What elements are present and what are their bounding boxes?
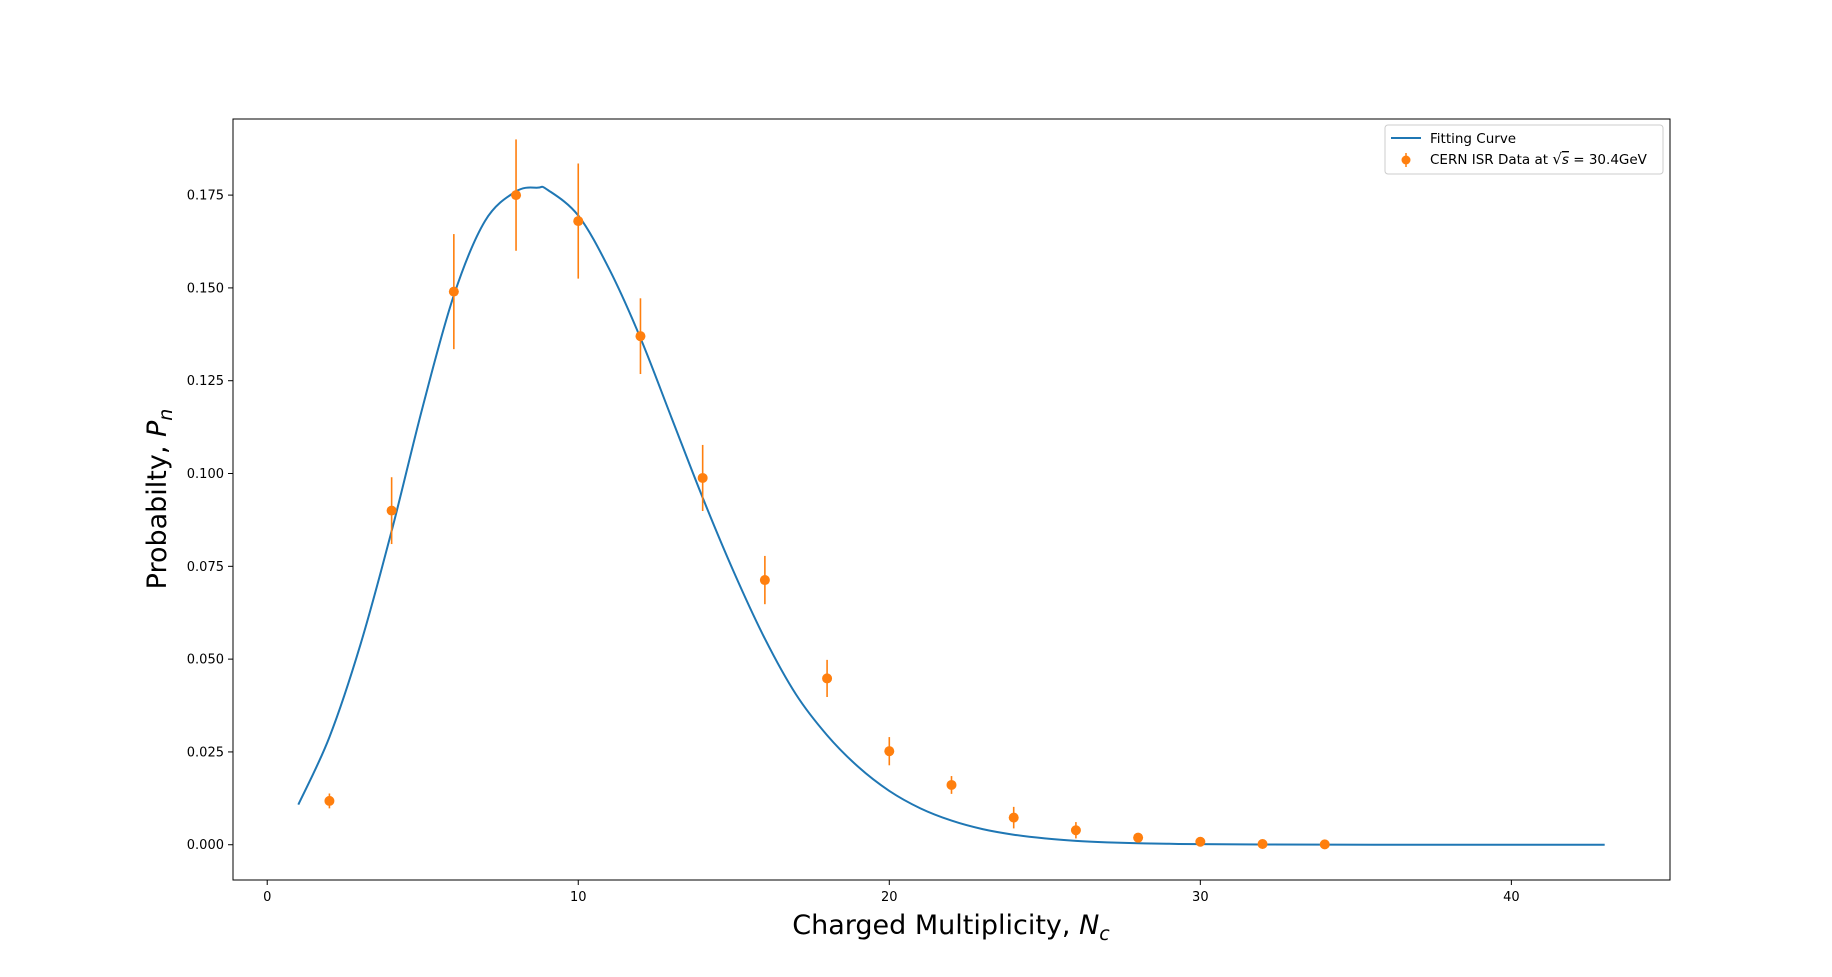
data-point	[1133, 832, 1144, 843]
data-point	[1319, 839, 1330, 850]
data-point	[1008, 812, 1019, 823]
data-point	[635, 331, 646, 342]
x-tick-label: 30	[1192, 890, 1209, 905]
y-tick-label: 0.025	[187, 745, 224, 760]
data-point	[822, 673, 833, 684]
legend-label-fitting-curve: Fitting Curve	[1430, 131, 1516, 147]
legend-box	[1384, 124, 1664, 175]
x-axis: 0 10 20 30 40	[263, 880, 1520, 905]
data-point	[1195, 836, 1206, 847]
data-point	[448, 286, 459, 297]
y-tick-label: 0.125	[187, 374, 224, 389]
legend-label-data: CERN ISR Data at √s = 30.4GeV	[1430, 150, 1648, 168]
x-tick-label: 20	[881, 890, 898, 905]
axes-frame	[232, 118, 1671, 881]
data-point	[759, 575, 770, 586]
plot-area	[297, 139, 1605, 850]
y-tick-label: 0.075	[187, 560, 224, 575]
legend-marker-swatch	[1401, 155, 1411, 165]
x-tick-label: 40	[1503, 890, 1520, 905]
y-tick-label: 0.150	[187, 281, 224, 296]
x-tick-label: 10	[570, 890, 587, 905]
data-point	[386, 505, 397, 516]
y-axis-label: Probabilty, Pn	[142, 409, 177, 590]
y-tick-label: 0.100	[187, 467, 224, 482]
data-point	[324, 795, 335, 806]
data-point	[946, 779, 957, 790]
data-point	[573, 216, 584, 227]
y-axis: 0.000 0.025 0.050 0.075 0.100 0.125 0.150 0.175	[187, 189, 233, 853]
legend: Fitting Curve CERN ISR Data at √s = 30.4…	[1384, 124, 1664, 175]
x-axis-label: Charged Multiplicity, Nc	[792, 910, 1110, 945]
y-tick-label: 0.175	[187, 189, 224, 204]
data-point	[511, 190, 522, 201]
y-tick-label: 0.050	[187, 653, 224, 668]
x-tick-label: 0	[263, 890, 271, 905]
y-tick-label: 0.000	[187, 838, 224, 853]
data-point	[884, 746, 895, 757]
data-point	[697, 472, 708, 483]
data-point	[1070, 825, 1081, 836]
data-point	[1257, 838, 1268, 849]
